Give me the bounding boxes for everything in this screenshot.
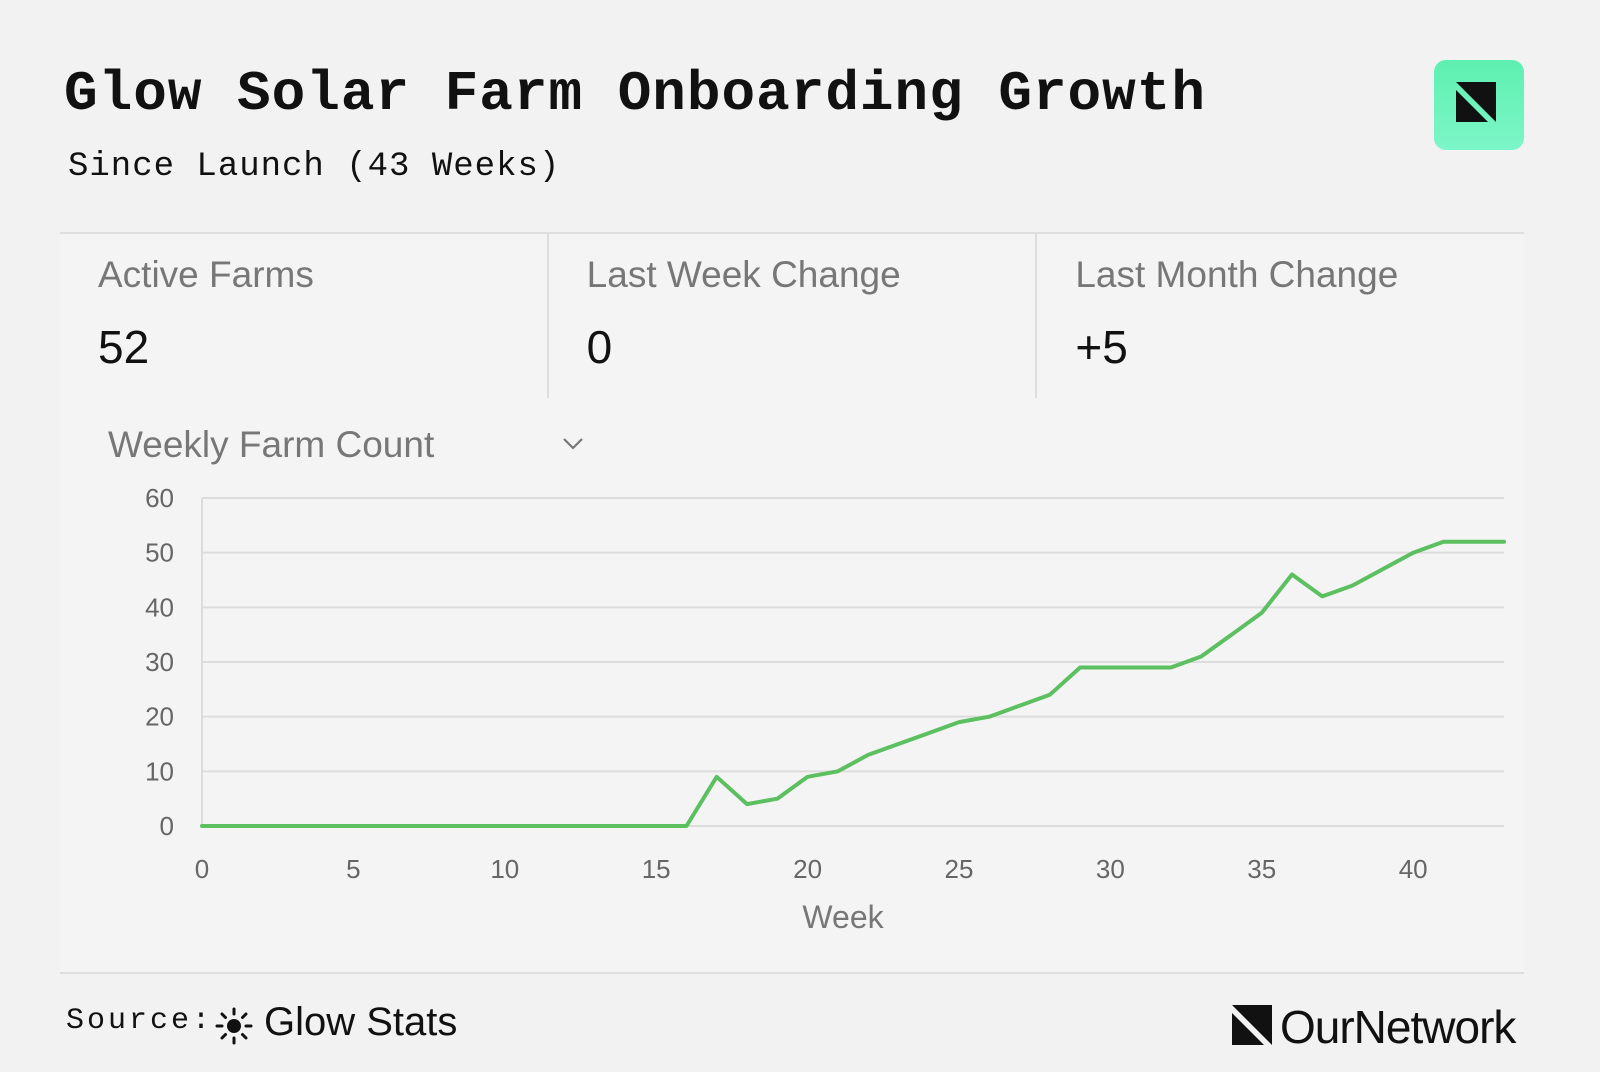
- y-tick-label: 30: [145, 647, 174, 677]
- stat-label: Active Farms: [98, 254, 314, 295]
- source-label: Source:: [66, 1004, 214, 1038]
- chart-metric-select[interactable]: Weekly Farm Count: [108, 424, 435, 465]
- y-tick-label: 40: [145, 592, 174, 622]
- ournetwork-brand-icon: [1232, 1005, 1272, 1045]
- ournetwork-logo-icon: [1456, 82, 1496, 122]
- y-tick-label: 10: [145, 756, 174, 786]
- stats-row: Active Farms 52 Last Week Change 0 Last …: [60, 232, 1524, 400]
- y-tick-label: 50: [145, 538, 174, 568]
- x-tick-label: 25: [945, 854, 974, 884]
- source-name: Glow Stats: [264, 1000, 458, 1044]
- x-tick-label: 5: [346, 854, 360, 884]
- stat-active-farms: Active Farms 52: [60, 234, 549, 398]
- stat-value: 52: [98, 321, 150, 373]
- ournetwork-logo-badge: [1434, 60, 1524, 150]
- x-tick-label: 35: [1247, 854, 1276, 884]
- line-chart: 0 10 20 30 40 50 60 0 5 10 15 20 25 30 35 40 Week: [145, 483, 1506, 935]
- x-axis-label: Week: [802, 899, 884, 935]
- stat-last-month-change: Last Month Change +5: [1037, 234, 1524, 398]
- stat-label: Last Month Change: [1075, 254, 1399, 295]
- chart-panel: Weekly Farm Count 0 10 20 30 40 50 60 0 5 10 15 20 2…: [60, 398, 1524, 974]
- x-tick-label: 10: [490, 854, 519, 884]
- stat-value: 0: [586, 321, 613, 373]
- stat-last-week-change: Last Week Change 0: [549, 234, 1038, 398]
- y-tick-label: 60: [145, 483, 174, 513]
- series-line: [200, 539, 1506, 828]
- y-tick-label: 0: [160, 811, 174, 841]
- page-title: Glow Solar Farm Onboarding Growth: [64, 62, 1206, 126]
- y-tick-label: 20: [145, 702, 174, 732]
- stat-label: Last Week Change: [586, 254, 901, 295]
- x-tick-label: 0: [195, 854, 209, 884]
- x-tick-label: 30: [1096, 854, 1125, 884]
- brand-name: OurNetwork: [1280, 1001, 1516, 1053]
- stat-value: +5: [1075, 321, 1128, 373]
- chevron-down-icon[interactable]: [558, 428, 588, 458]
- x-tick-label: 20: [793, 854, 822, 884]
- sun-icon: [215, 1007, 253, 1045]
- x-tick-label: 15: [642, 854, 671, 884]
- x-tick-label: 40: [1399, 854, 1428, 884]
- page-subtitle: Since Launch (43 Weeks): [68, 148, 561, 186]
